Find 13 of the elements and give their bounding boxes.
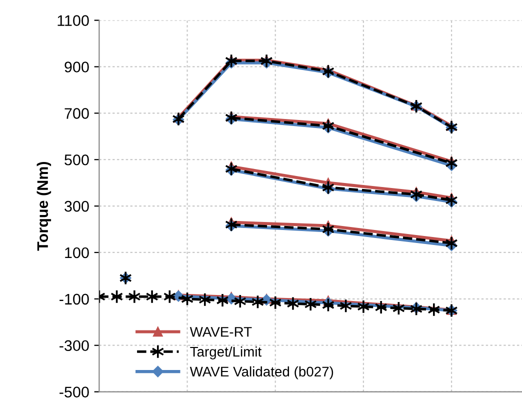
y-tick-label: 700 (64, 108, 89, 119)
legend-label: WAVE-RT (190, 327, 252, 337)
legend-label: Target/Limit (190, 346, 262, 360)
y-tick-label: -300 (60, 340, 89, 352)
y-tick-label: 1100 (58, 15, 89, 26)
y-tick-label: -500 (60, 386, 89, 398)
y-tick-label: -100 (60, 294, 89, 305)
y-tick-label: 900 (64, 62, 89, 72)
y-tick-label: 300 (64, 200, 89, 212)
legend-label: WAVE Validated (b027) (190, 366, 334, 380)
y-tick-label: 500 (64, 154, 89, 166)
y-tick-label: 100 (65, 247, 89, 258)
y-axis-title: Torque (Nm) (36, 162, 52, 251)
